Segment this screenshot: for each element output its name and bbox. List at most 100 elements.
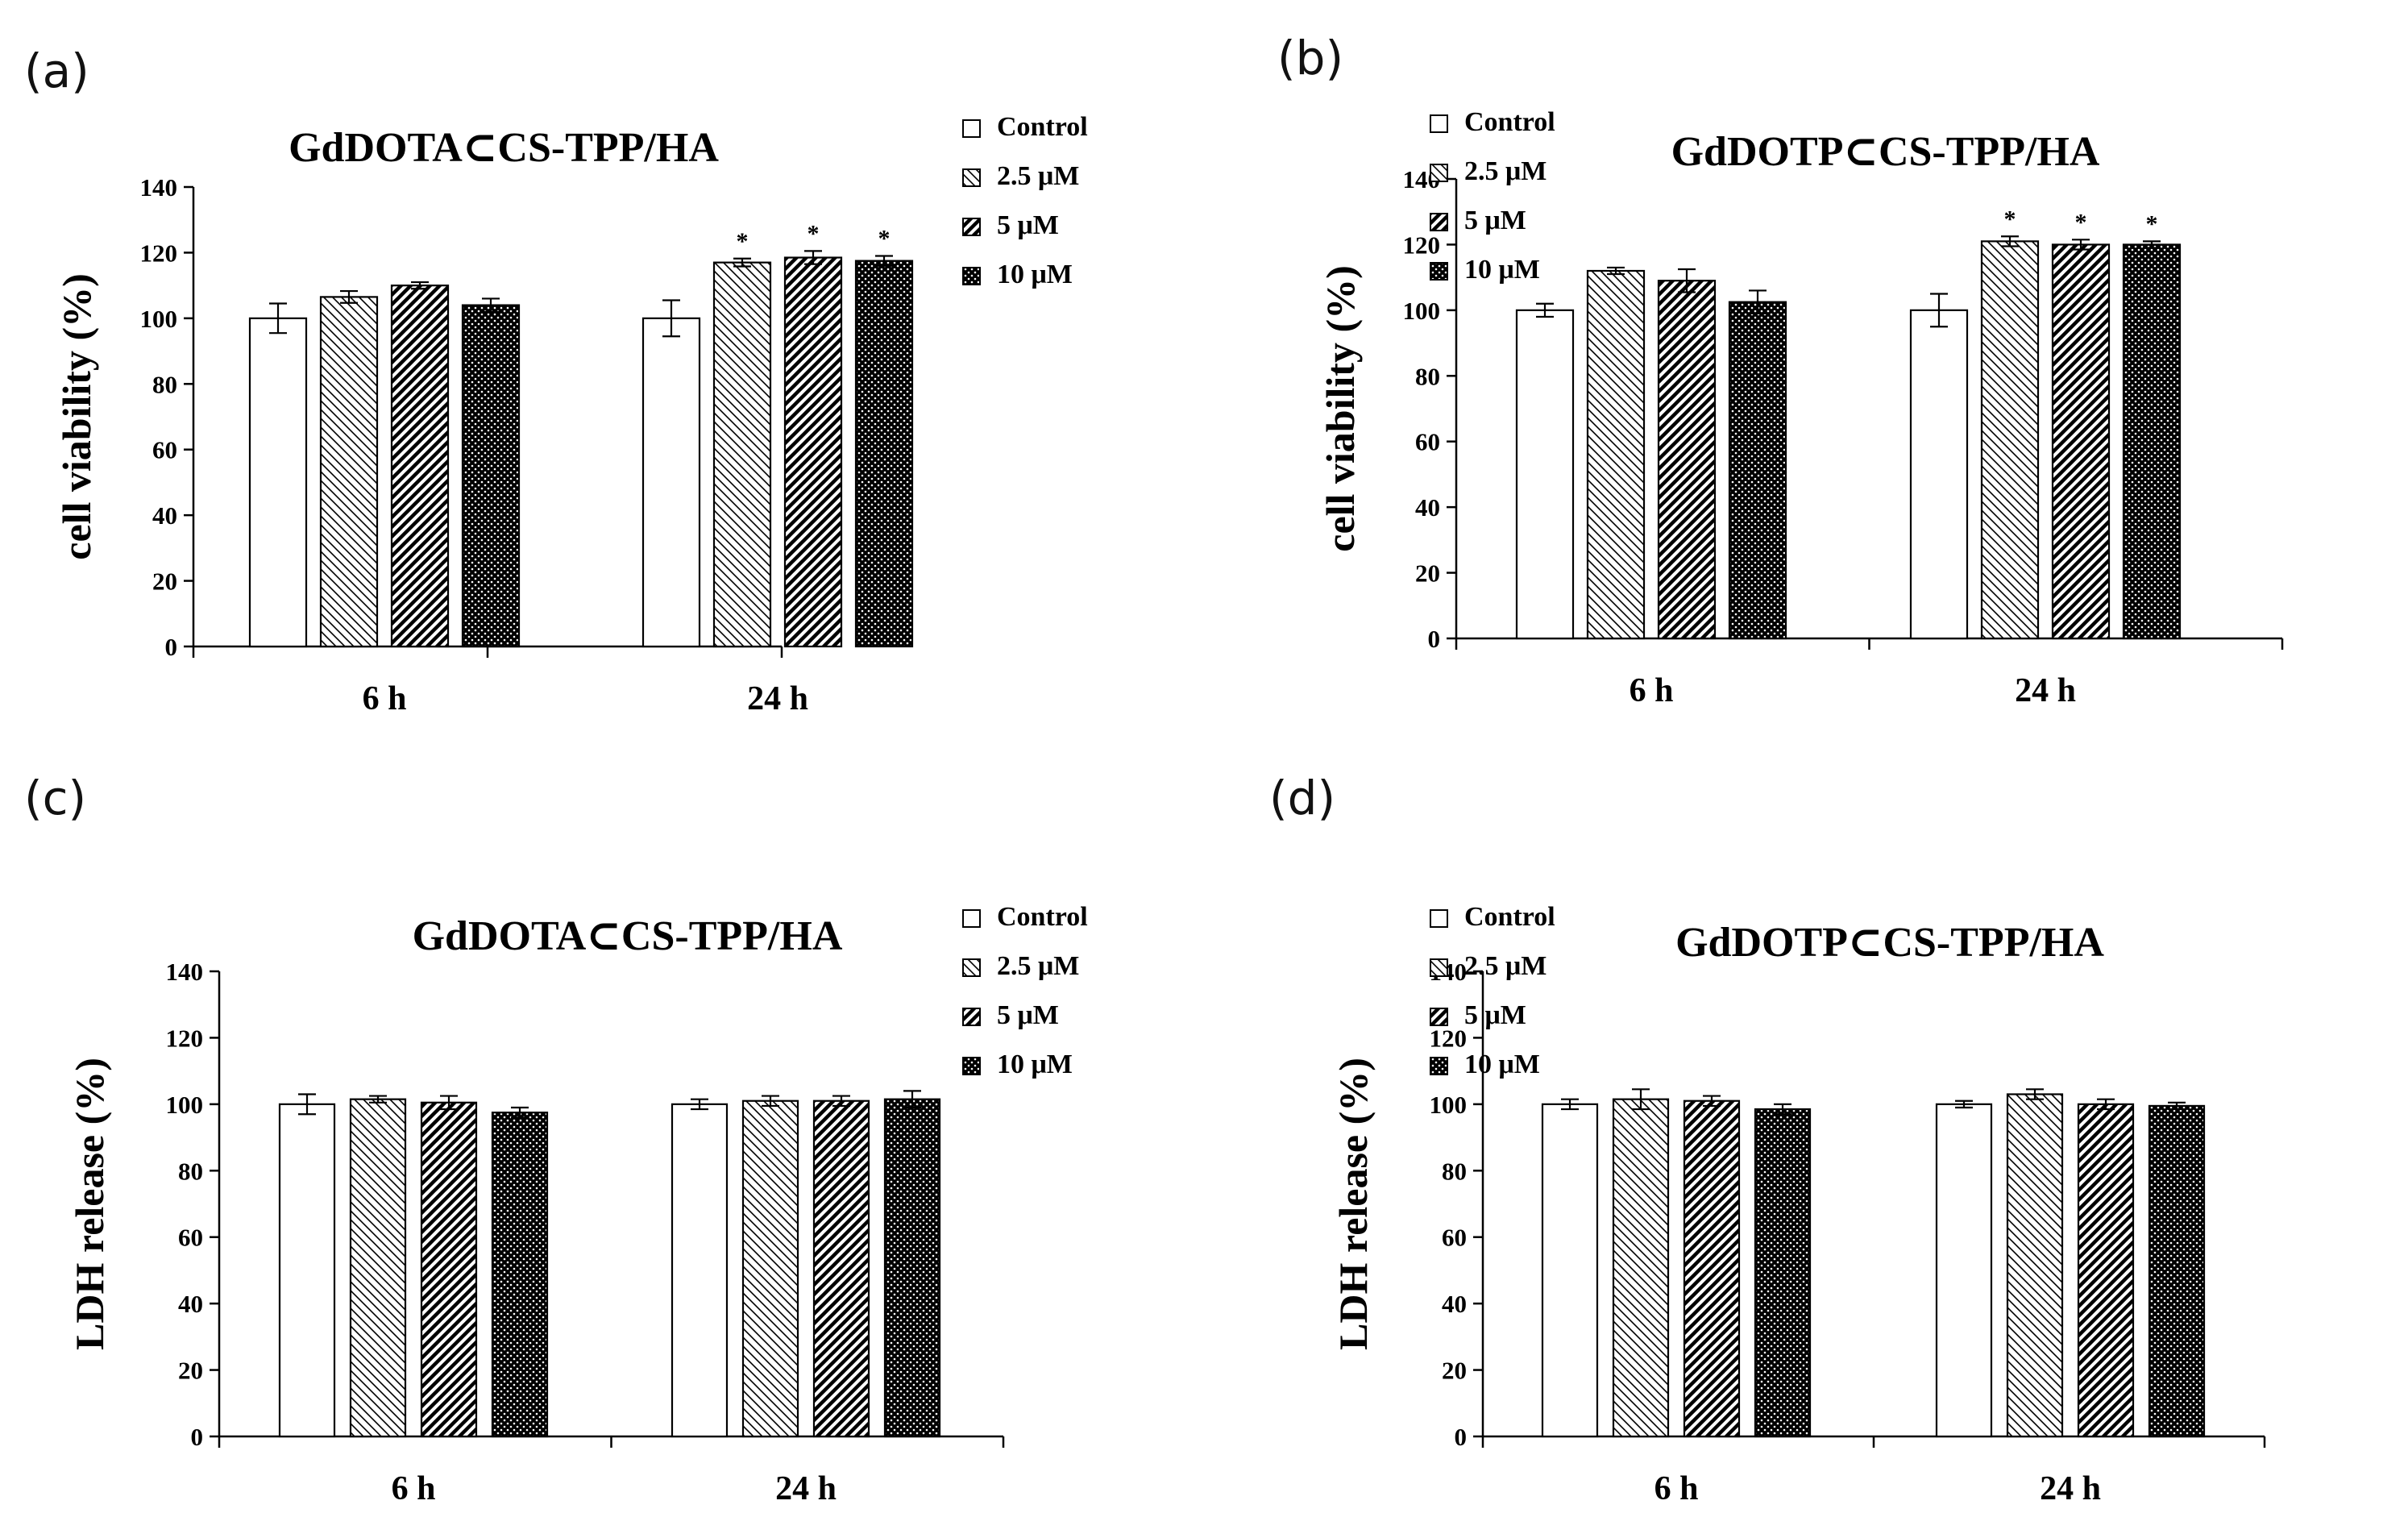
legend-label: 5 μM <box>997 1000 1059 1030</box>
bar <box>319 296 379 648</box>
legend-swatch <box>1430 958 1448 977</box>
bar <box>1909 309 1969 640</box>
y-tick-label: 20 <box>1442 1357 1467 1385</box>
y-tick-label: 80 <box>1442 1157 1467 1185</box>
y-axis-title: cell viability (%) <box>1318 265 1363 552</box>
y-tick-label: 20 <box>178 1357 203 1385</box>
legend-swatch <box>962 168 981 187</box>
legend-label: 2.5 μM <box>997 951 1079 981</box>
bar <box>349 1098 407 1438</box>
y-tick-label: 60 <box>152 436 177 464</box>
legend-swatch <box>962 119 981 138</box>
bar <box>712 261 772 648</box>
legend-swatch <box>1430 1008 1448 1026</box>
y-axis-title: cell viability (%) <box>54 273 99 560</box>
category-label: 6 h <box>363 680 407 717</box>
legend-label: 10 μM <box>1464 255 1540 285</box>
bar <box>2077 1103 2135 1438</box>
y-tick-label: 120 <box>1430 1024 1468 1052</box>
category-label: 24 h <box>2015 672 2076 709</box>
category-label: 24 h <box>747 680 808 717</box>
y-tick-label: 20 <box>1415 559 1440 588</box>
y-tick-label: 40 <box>178 1290 203 1318</box>
y-tick-label: 0 <box>1428 625 1441 653</box>
bar <box>783 256 843 648</box>
bar <box>1935 1103 1993 1438</box>
legend-swatch <box>962 909 981 928</box>
panel-letter-c: (c) <box>24 771 86 825</box>
y-tick-label: 60 <box>1442 1224 1467 1252</box>
legend-swatch <box>962 1008 981 1026</box>
bar <box>1980 240 2040 640</box>
chart-title: GdDOTA⊂CS-TPP/HA <box>289 125 719 171</box>
bar <box>1541 1103 1599 1438</box>
category-label: 6 h <box>1654 1470 1699 1507</box>
y-tick-label: 140 <box>166 958 204 986</box>
chart-c: GdDOTA⊂CS-TPP/HA 0 20 40 60 80 100 120 140 LDH re… <box>67 902 1088 1507</box>
y-tick-label: 100 <box>166 1091 204 1119</box>
legend-label: 5 μM <box>997 210 1059 240</box>
legend-swatch <box>1430 262 1448 281</box>
y-tick-label: 40 <box>152 501 177 530</box>
chart-title: GdDOTP⊂CS-TPP/HA <box>1675 920 2104 966</box>
bar <box>812 1099 870 1438</box>
bar <box>2148 1104 2206 1438</box>
y-tick-label: 120 <box>140 239 178 267</box>
bar <box>491 1112 549 1438</box>
category-label: 6 h <box>392 1470 436 1507</box>
legend-swatch <box>1430 164 1448 182</box>
bar <box>741 1099 799 1438</box>
bar <box>1754 1108 1812 1438</box>
y-tick-label: 100 <box>1403 297 1441 325</box>
bar <box>1683 1099 1741 1438</box>
legend-swatch <box>962 267 981 285</box>
y-tick-label: 60 <box>178 1224 203 1252</box>
chart-a: GdDOTA⊂CS-TPP/HA 0 20 40 60 80 100 120 140 cell v… <box>54 112 1088 717</box>
legend-label: 10 μM <box>997 260 1073 289</box>
legend-label: Control <box>1464 902 1555 932</box>
bar <box>390 285 450 648</box>
bar <box>2006 1093 2064 1438</box>
category-label: 24 h <box>2040 1470 2101 1507</box>
y-tick-label: 80 <box>178 1157 203 1185</box>
panel-letter-a: (a) <box>24 44 89 98</box>
bar <box>2122 243 2182 640</box>
panel-letter-d: (d) <box>1269 771 1335 825</box>
y-tick-label: 80 <box>152 370 177 398</box>
chart-title: GdDOTP⊂CS-TPP/HA <box>1671 129 2100 175</box>
legend-label: 5 μM <box>1464 206 1526 235</box>
significance-marker: * <box>2146 210 2158 237</box>
legend-swatch <box>1430 1057 1448 1075</box>
y-tick-label: 60 <box>1415 428 1440 456</box>
y-axis-title: LDH release (%) <box>1331 1058 1376 1350</box>
bar <box>2051 243 2111 640</box>
significance-marker: * <box>2075 209 2087 235</box>
y-tick-label: 120 <box>166 1024 204 1052</box>
bar <box>1515 309 1575 640</box>
y-tick-label: 0 <box>1455 1423 1468 1451</box>
category-label: 24 h <box>775 1470 837 1507</box>
y-tick-label: 80 <box>1415 362 1440 390</box>
panel-letter-b: (b) <box>1277 31 1343 85</box>
bar <box>854 260 914 648</box>
bar <box>278 1103 336 1438</box>
bar <box>1728 301 1787 640</box>
bar <box>641 317 701 648</box>
bar <box>883 1098 941 1438</box>
legend-label: Control <box>997 902 1088 932</box>
significance-marker: * <box>737 228 749 255</box>
y-tick-label: 40 <box>1415 493 1440 522</box>
legend-label: 2.5 μM <box>1464 951 1547 981</box>
y-tick-label: 40 <box>1442 1290 1467 1318</box>
legend-swatch <box>962 958 981 977</box>
significance-marker: * <box>2004 206 2016 232</box>
legend-label: 10 μM <box>1464 1050 1540 1079</box>
legend-label: 10 μM <box>997 1050 1073 1079</box>
legend-swatch <box>1430 213 1448 231</box>
y-tick-label: 0 <box>191 1423 204 1451</box>
chart-title: GdDOTA⊂CS-TPP/HA <box>413 913 843 959</box>
y-tick-label: 100 <box>140 305 178 333</box>
y-tick-label: 20 <box>152 567 177 596</box>
bar <box>1657 280 1717 640</box>
